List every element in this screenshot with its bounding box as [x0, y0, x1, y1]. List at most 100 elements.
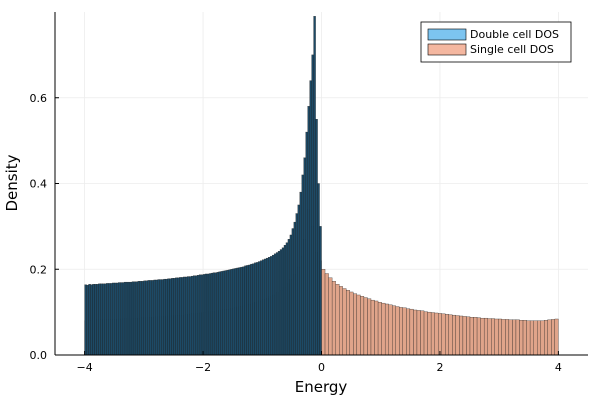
single-cell-bar	[469, 317, 474, 356]
single-cell-bar	[377, 302, 382, 356]
x-tick-label: 0	[318, 361, 325, 374]
single-cell-bar	[384, 303, 389, 356]
single-cell-bar	[392, 305, 396, 356]
single-cell-bar	[505, 319, 510, 356]
double-cell-bar	[131, 281, 135, 356]
double-cell-bar	[155, 279, 158, 356]
double-cell-bar	[271, 254, 275, 356]
double-cell-bar	[98, 283, 101, 356]
double-cell-bar	[293, 221, 296, 356]
single-cell-bar	[448, 314, 453, 356]
single-cell-bar	[498, 318, 502, 356]
double-cell-bar	[157, 279, 160, 356]
double-cell-bar	[127, 281, 131, 356]
single-cell-bar	[356, 294, 361, 356]
single-cell-bar	[346, 290, 350, 356]
single-cell-bar	[554, 318, 559, 356]
double-cell-bar	[193, 275, 196, 356]
double-cell-bar	[153, 279, 156, 356]
double-cell-bar	[187, 276, 190, 356]
double-cell-bar	[234, 268, 237, 356]
single-cell-bar	[476, 317, 481, 356]
single-cell-bar	[409, 308, 414, 356]
double-cell-bar	[295, 213, 298, 356]
legend-label-single-cell: Single cell DOS	[470, 43, 554, 56]
single-cell-bar	[367, 298, 372, 356]
double-cell-bar	[299, 191, 302, 356]
double-cell-bar	[254, 262, 257, 356]
single-cell-bar	[427, 311, 432, 356]
single-cell-bar	[331, 281, 336, 356]
single-cell-bar	[434, 312, 439, 356]
single-cell-bar	[473, 317, 478, 356]
single-cell-bar	[540, 320, 545, 356]
single-cell-bar	[522, 320, 527, 356]
double-cell-bar	[88, 284, 91, 356]
double-cell-bar	[319, 226, 322, 356]
x-ticks: −4 −2 0 2 4	[77, 351, 562, 374]
double-cell-bar	[84, 284, 87, 356]
single-cell-bar	[441, 313, 446, 356]
x-axis-label: Energy	[295, 378, 348, 396]
double-cell-bar	[100, 283, 103, 356]
double-cell-bar	[238, 267, 241, 356]
double-cell-bar	[266, 257, 269, 356]
double-cell-bar	[185, 276, 188, 356]
double-cell-bar	[189, 276, 192, 356]
double-cell-bar	[173, 278, 176, 356]
double-cell-bar	[287, 239, 291, 356]
legend-label-double-cell: Double cell DOS	[470, 28, 559, 41]
double-cell-bar	[208, 273, 212, 356]
double-cell-bar	[177, 277, 180, 356]
double-cell-bar	[226, 269, 229, 356]
double-cell-bar	[206, 273, 210, 356]
single-cell-bar	[406, 308, 411, 356]
x-tick-label: 2	[436, 361, 443, 374]
single-cell-bar	[399, 307, 403, 356]
double-cell-bar	[258, 261, 261, 356]
single-cell-bar	[537, 320, 541, 356]
double-cell-bar	[195, 275, 198, 356]
double-cell-bar	[116, 282, 119, 356]
single-cell-bar	[363, 297, 368, 356]
double-cell-bar	[161, 279, 164, 356]
y-tick-label: 0.6	[30, 92, 48, 105]
double-cell-bar	[165, 278, 168, 356]
double-cell-bar	[317, 183, 320, 356]
y-tick-label: 0.2	[30, 263, 48, 276]
single-cell-bar	[321, 269, 326, 356]
double-cell-bar	[268, 257, 271, 356]
double-cell-bar	[135, 281, 139, 356]
double-cell-bar	[228, 269, 231, 356]
single-cell-bar	[466, 316, 471, 356]
double-cell-bar	[123, 281, 127, 356]
double-cell-bar	[242, 266, 245, 356]
double-cell-bar	[202, 274, 206, 356]
double-cell-bar	[175, 277, 178, 356]
double-cell-bar	[273, 253, 277, 356]
double-cell-bar	[291, 228, 295, 356]
y-tick-label: 0.0	[30, 349, 48, 362]
single-cell-bar	[353, 293, 358, 356]
single-cell-bar	[544, 320, 548, 356]
double-cell-bar	[240, 266, 243, 356]
double-cell-bar	[307, 106, 310, 356]
double-cell-bar	[90, 284, 93, 356]
double-cell-bar	[181, 277, 184, 356]
single-cell-bar	[402, 307, 407, 356]
single-cell-bar	[339, 286, 343, 356]
double-cell-bar	[198, 274, 202, 356]
double-cell-bar	[149, 280, 152, 356]
single-cell-bar	[515, 319, 520, 356]
single-cell-bar	[501, 319, 506, 356]
double-cell-bar	[313, 16, 316, 356]
double-cell-bar	[163, 278, 166, 356]
legend: Double cell DOS Single cell DOS	[420, 21, 572, 63]
double-cell-bar	[94, 284, 97, 356]
legend-swatch-double-cell	[427, 28, 467, 41]
single-cell-bar	[423, 311, 428, 356]
double-cell-bar	[169, 278, 172, 356]
single-cell-bar	[388, 304, 393, 356]
double-cell-bar	[92, 284, 95, 356]
single-cell-bar	[360, 296, 365, 356]
